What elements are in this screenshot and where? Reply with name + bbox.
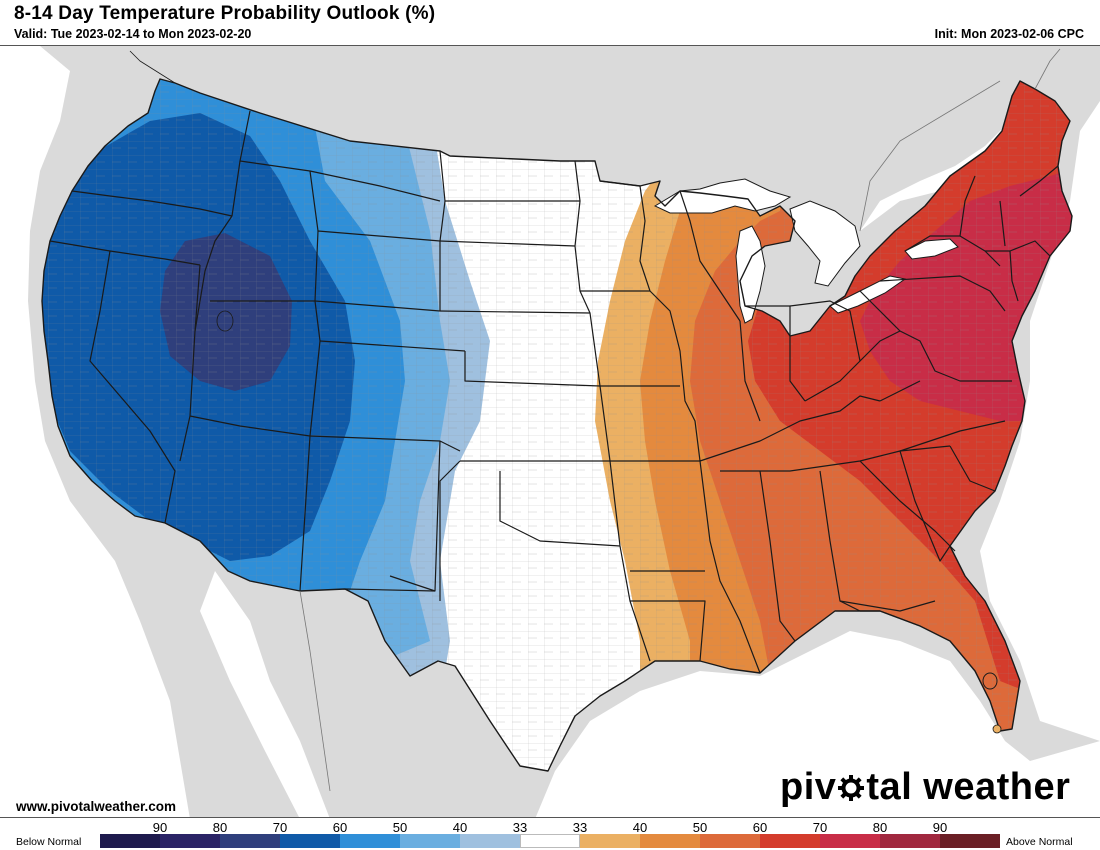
legend-tick-label: 40 bbox=[632, 820, 648, 835]
city-marker bbox=[992, 724, 1002, 734]
legend-tick-label: 90 bbox=[932, 820, 948, 835]
legend-tick-label: 60 bbox=[332, 820, 348, 835]
legend-swatch bbox=[760, 834, 820, 848]
legend-swatch bbox=[280, 834, 340, 848]
init-time: Init: Mon 2023-02-06 CPC bbox=[934, 27, 1084, 41]
legend-tick-label: 80 bbox=[212, 820, 228, 835]
legend-swatch bbox=[460, 834, 520, 848]
lake-huron bbox=[789, 200, 861, 287]
legend-swatch bbox=[160, 834, 220, 848]
valid-period: Valid: Tue 2023-02-14 to Mon 2023-02-20 bbox=[14, 27, 252, 41]
legend-swatch bbox=[220, 834, 280, 848]
header: 8-14 Day Temperature Probability Outlook… bbox=[0, 0, 1100, 45]
legend-swatch bbox=[580, 834, 640, 848]
gulf-of-california bbox=[200, 571, 330, 817]
legend-tick-label: 90 bbox=[152, 820, 168, 835]
above-normal-label: Above Normal bbox=[1006, 836, 1073, 848]
lake-ontario bbox=[904, 238, 959, 260]
legend-tick-label: 33 bbox=[512, 820, 528, 835]
legend-tick-label: 70 bbox=[812, 820, 828, 835]
legend-swatch bbox=[520, 834, 580, 848]
legend-swatch bbox=[940, 834, 1000, 848]
legend-tick-label: 80 bbox=[872, 820, 888, 835]
legend-tick-label: 70 bbox=[272, 820, 288, 835]
pivotal-weather-logo: piv tal weather bbox=[780, 766, 1070, 809]
brand-suffix: tal weather bbox=[866, 766, 1071, 808]
legend-swatch bbox=[700, 834, 760, 848]
lake-erie bbox=[829, 275, 907, 314]
pacific-ocean bbox=[0, 46, 190, 817]
website-url[interactable]: www.pivotalweather.com bbox=[16, 799, 177, 814]
legend-tick-label: 40 bbox=[452, 820, 468, 835]
legend-tick-label: 50 bbox=[392, 820, 408, 835]
great-salt-lake bbox=[216, 310, 234, 332]
great-lakes-canada-lakes bbox=[860, 91, 1045, 231]
legend-tick-label: 50 bbox=[692, 820, 708, 835]
map-title: 8-14 Day Temperature Probability Outlook… bbox=[14, 3, 436, 24]
gulf-of-mexico bbox=[535, 631, 1100, 817]
below-normal-label: Below Normal bbox=[16, 836, 82, 848]
legend-tick-label: 60 bbox=[752, 820, 768, 835]
lake-okeechobee bbox=[982, 672, 998, 690]
legend-swatch bbox=[640, 834, 700, 848]
gear-icon bbox=[838, 775, 865, 801]
legend-ticks: 90 80 70 60 50 40 33 33 40 50 60 70 80 90 bbox=[0, 818, 1100, 835]
color-legend: 90 80 70 60 50 40 33 33 40 50 60 70 80 90 Below Norma… bbox=[0, 818, 1100, 850]
legend-swatch bbox=[820, 834, 880, 848]
legend-swatch bbox=[100, 834, 160, 848]
map-panel[interactable] bbox=[0, 45, 1100, 818]
legend-colorbar bbox=[100, 834, 1000, 848]
legend-tick-label: 33 bbox=[572, 820, 588, 835]
legend-swatch bbox=[340, 834, 400, 848]
legend-swatch bbox=[400, 834, 460, 848]
state-borders bbox=[41, 48, 1073, 792]
legend-swatch bbox=[880, 834, 940, 848]
atlantic-ocean bbox=[980, 101, 1100, 741]
brand-prefix: piv bbox=[780, 766, 837, 808]
